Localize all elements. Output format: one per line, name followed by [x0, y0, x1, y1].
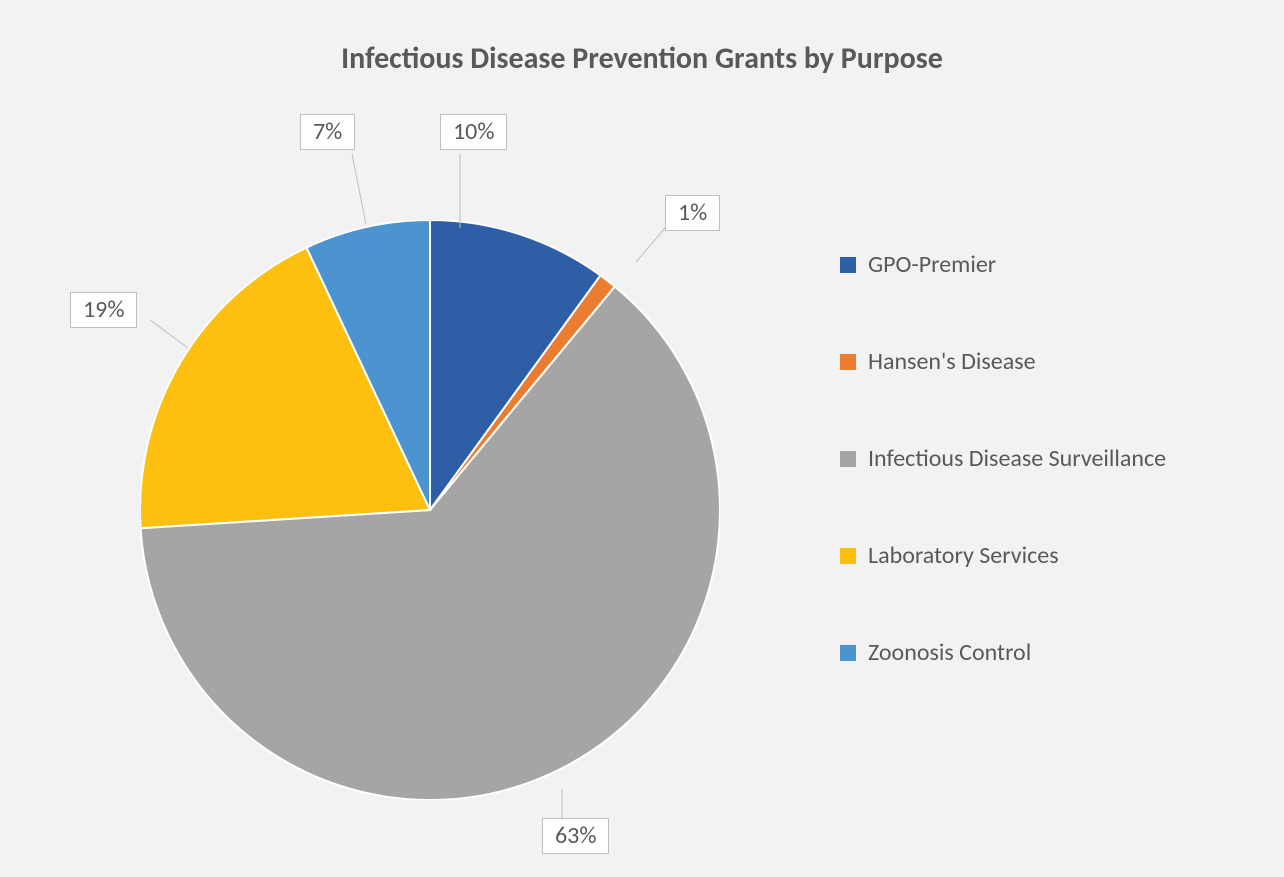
- data-label: 19%: [70, 292, 137, 328]
- data-label: 63%: [542, 818, 609, 854]
- legend-label: Laboratory Services: [868, 541, 1059, 570]
- legend: GPO-Premier Hansen's Disease Infectious Di…: [840, 250, 1166, 667]
- legend-item: Laboratory Services: [840, 541, 1166, 570]
- legend-item: GPO-Premier: [840, 250, 1166, 279]
- legend-label: GPO-Premier: [868, 250, 996, 279]
- legend-item: Hansen's Disease: [840, 347, 1166, 376]
- legend-item: Zoonosis Control: [840, 638, 1166, 667]
- legend-label: Zoonosis Control: [868, 638, 1031, 667]
- pie-chart: [140, 220, 720, 800]
- legend-swatch: [840, 645, 856, 661]
- chart-title: Infectious Disease Prevention Grants by …: [0, 40, 1284, 77]
- data-label: 1%: [665, 195, 720, 231]
- legend-swatch: [840, 257, 856, 273]
- legend-swatch: [840, 451, 856, 467]
- legend-item: Infectious Disease Surveillance: [840, 444, 1166, 473]
- legend-label: Hansen's Disease: [868, 347, 1036, 376]
- data-label: 7%: [300, 114, 355, 150]
- pie-chart-container: Infectious Disease Prevention Grants by …: [0, 0, 1284, 877]
- leader-line: [352, 154, 366, 224]
- data-label: 10%: [440, 114, 507, 150]
- legend-swatch: [840, 548, 856, 564]
- legend-swatch: [840, 354, 856, 370]
- legend-label: Infectious Disease Surveillance: [868, 444, 1166, 473]
